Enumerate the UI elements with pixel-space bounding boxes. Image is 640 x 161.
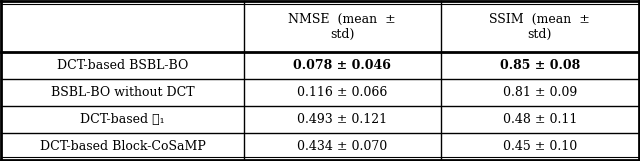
- Text: 0.85 ± 0.08: 0.85 ± 0.08: [500, 59, 580, 72]
- Text: DCT-based ℓ₁: DCT-based ℓ₁: [80, 113, 164, 126]
- Text: DCT-based Block-CoSaMP: DCT-based Block-CoSaMP: [40, 140, 205, 153]
- Text: 0.434 ± 0.070: 0.434 ± 0.070: [297, 140, 387, 153]
- Text: 0.116 ± 0.066: 0.116 ± 0.066: [297, 86, 387, 99]
- Text: 0.81 ± 0.09: 0.81 ± 0.09: [502, 86, 577, 99]
- Text: NMSE  (mean  ±
std): NMSE (mean ± std): [289, 13, 396, 41]
- Text: 0.493 ± 0.121: 0.493 ± 0.121: [297, 113, 387, 126]
- Text: DCT-based BSBL-BO: DCT-based BSBL-BO: [57, 59, 188, 72]
- Text: SSIM  (mean  ±
std): SSIM (mean ± std): [490, 13, 590, 41]
- Text: 0.45 ± 0.10: 0.45 ± 0.10: [502, 140, 577, 153]
- Text: 0.078 ± 0.046: 0.078 ± 0.046: [293, 59, 391, 72]
- Text: 0.48 ± 0.11: 0.48 ± 0.11: [502, 113, 577, 126]
- Text: BSBL-BO without DCT: BSBL-BO without DCT: [51, 86, 195, 99]
